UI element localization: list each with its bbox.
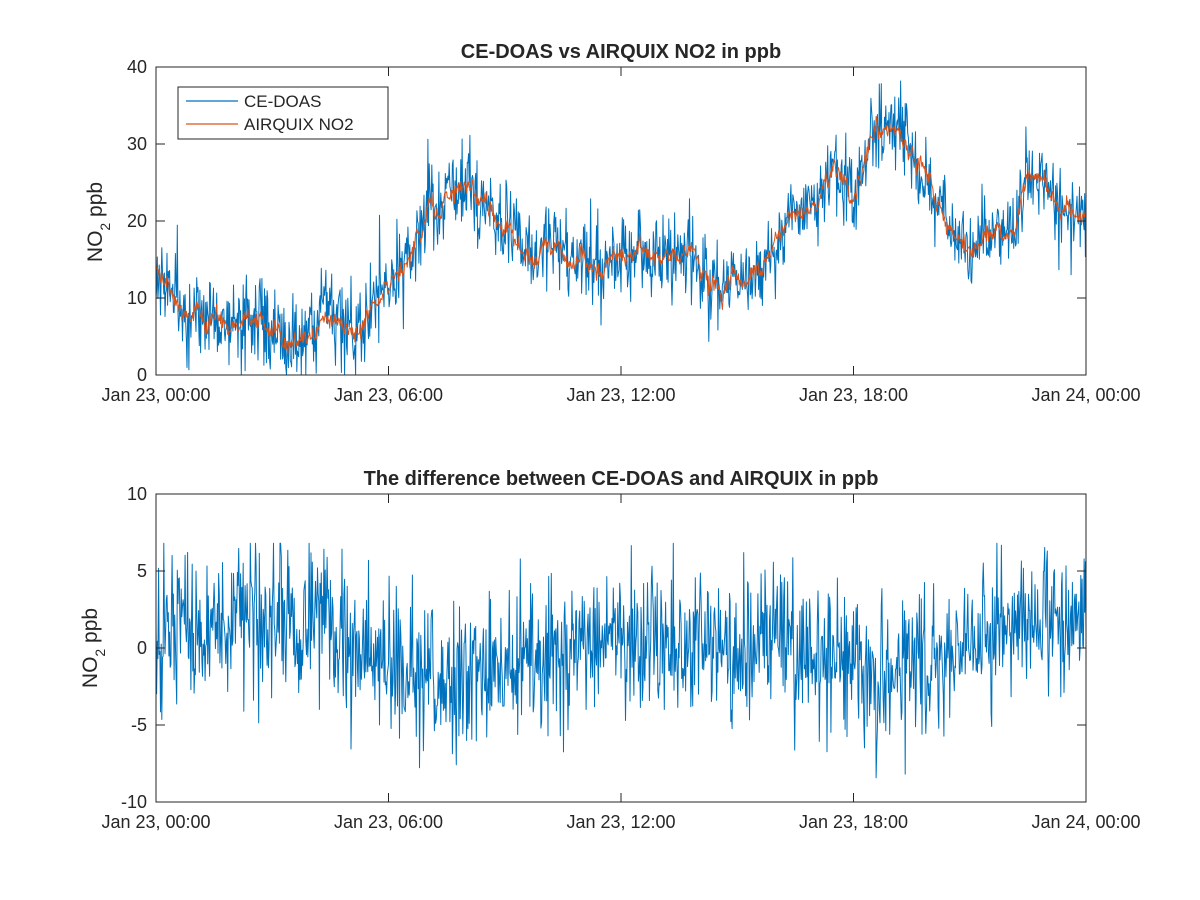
bottom-ytick-label: 0 bbox=[137, 638, 147, 658]
top-ytick-label: 40 bbox=[127, 57, 147, 77]
legend-label-airquix: AIRQUIX NO2 bbox=[244, 115, 354, 134]
top-ticks-layer: 0 10 20 30 40 Jan 23, 00:00 Jan 23, 06:00 Jan 2… bbox=[101, 57, 1140, 405]
top-chart-title: CE-DOAS vs AIRQUIX NO2 in ppb bbox=[461, 41, 781, 63]
bottom-xtick-label: Jan 23, 18:00 bbox=[799, 812, 908, 832]
bottom-series-line-difference bbox=[155, 542, 1087, 779]
bottom-ytick-label: -5 bbox=[131, 715, 147, 735]
top-xtick-label: Jan 23, 06:00 bbox=[334, 385, 443, 405]
bottom-chart-axes-box bbox=[155, 493, 1087, 803]
legend-label-ce-doas: CE-DOAS bbox=[244, 92, 321, 111]
top-xtick-label: Jan 23, 00:00 bbox=[101, 385, 210, 405]
bottom-ytick-label: -10 bbox=[121, 792, 147, 812]
top-chart-axes-box bbox=[155, 66, 1087, 376]
bottom-series-layer bbox=[155, 542, 1087, 779]
bottom-chart-title: The difference between CE-DOAS and AIRQU… bbox=[364, 468, 879, 490]
bottom-ticks-layer: -10 -5 0 5 10 Jan 23, 00:00 Jan 23, 06:00 Jan 2… bbox=[101, 484, 1140, 832]
bottom-xtick-label: Jan 23, 00:00 bbox=[101, 812, 210, 832]
bottom-chart: The difference between CE-DOAS and AIRQU… bbox=[79, 468, 1141, 832]
bottom-xtick-label: Jan 23, 12:00 bbox=[566, 812, 675, 832]
top-chart: CE-DOAS vs AIRQUIX NO2 in ppb NO2 ppb 0 1… bbox=[84, 41, 1141, 405]
top-series-layer bbox=[155, 80, 1087, 376]
bottom-xtick-label: Jan 24, 00:00 bbox=[1031, 812, 1140, 832]
top-ytick-label: 10 bbox=[127, 288, 147, 308]
top-xtick-label: Jan 23, 12:00 bbox=[566, 385, 675, 405]
top-chart-legend: CE-DOAS AIRQUIX NO2 bbox=[177, 86, 389, 140]
bottom-ytick-label: 10 bbox=[127, 484, 147, 504]
top-chart-ylabel: NO2 ppb bbox=[84, 182, 113, 262]
bottom-xtick-label: Jan 23, 06:00 bbox=[334, 812, 443, 832]
top-xtick-label: Jan 23, 18:00 bbox=[799, 385, 908, 405]
bottom-chart-ylabel: NO2 ppb bbox=[79, 608, 108, 688]
top-series-line-airquix-no2 bbox=[155, 116, 1087, 355]
top-ytick-label: 20 bbox=[127, 211, 147, 231]
top-series-line-ce-doas bbox=[155, 80, 1087, 376]
legend-box bbox=[177, 86, 389, 140]
top-ytick-label: 0 bbox=[137, 365, 147, 385]
bottom-ytick-label: 5 bbox=[137, 561, 147, 581]
top-ytick-label: 30 bbox=[127, 134, 147, 154]
top-xtick-label: Jan 24, 00:00 bbox=[1031, 385, 1140, 405]
